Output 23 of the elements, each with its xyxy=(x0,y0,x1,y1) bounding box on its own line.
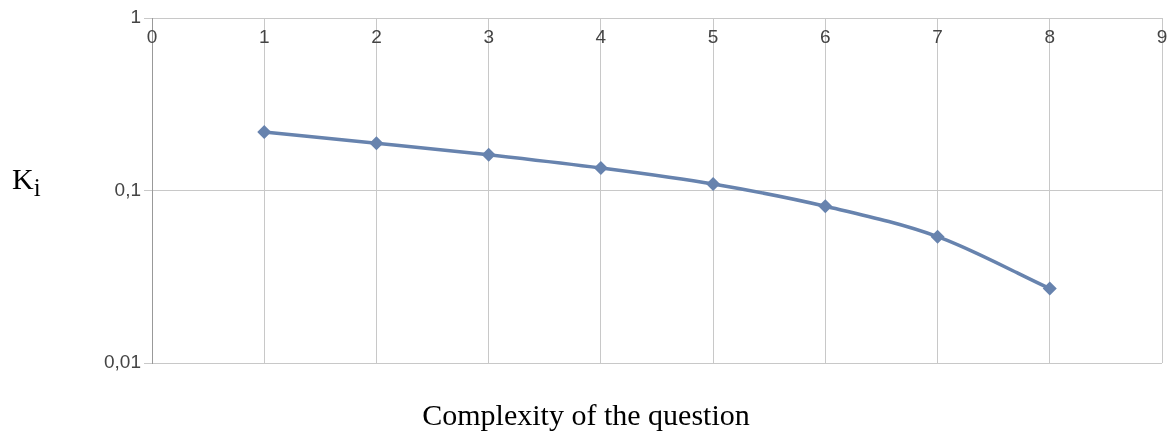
point xyxy=(257,125,272,140)
x-tick-label: 3 xyxy=(483,25,494,47)
x-tick-label: 5 xyxy=(707,25,719,47)
x-axis-title: Complexity of the question xyxy=(421,398,751,432)
x-tick-label: 4 xyxy=(595,25,607,47)
y-tick-label: 0,01 xyxy=(104,351,141,373)
y-tick-label: 0,1 xyxy=(114,178,141,200)
y-tick-label: 1 xyxy=(130,6,141,28)
x-tick-label: 9 xyxy=(1156,25,1168,47)
point xyxy=(818,199,833,214)
point xyxy=(1042,281,1057,296)
x-tick-label: 7 xyxy=(932,25,943,47)
point xyxy=(706,177,721,192)
x-tick-label: 8 xyxy=(1044,25,1056,47)
x-tick-label: 6 xyxy=(820,25,831,47)
point xyxy=(930,229,945,244)
x-tick-label: 0 xyxy=(146,25,158,47)
x-tick-label: 1 xyxy=(258,25,270,47)
x-tick-label: 2 xyxy=(371,25,382,47)
point xyxy=(481,147,496,162)
point xyxy=(593,161,608,176)
y-axis-title: K$_{i}$ xyxy=(12,162,41,202)
point xyxy=(369,136,384,151)
